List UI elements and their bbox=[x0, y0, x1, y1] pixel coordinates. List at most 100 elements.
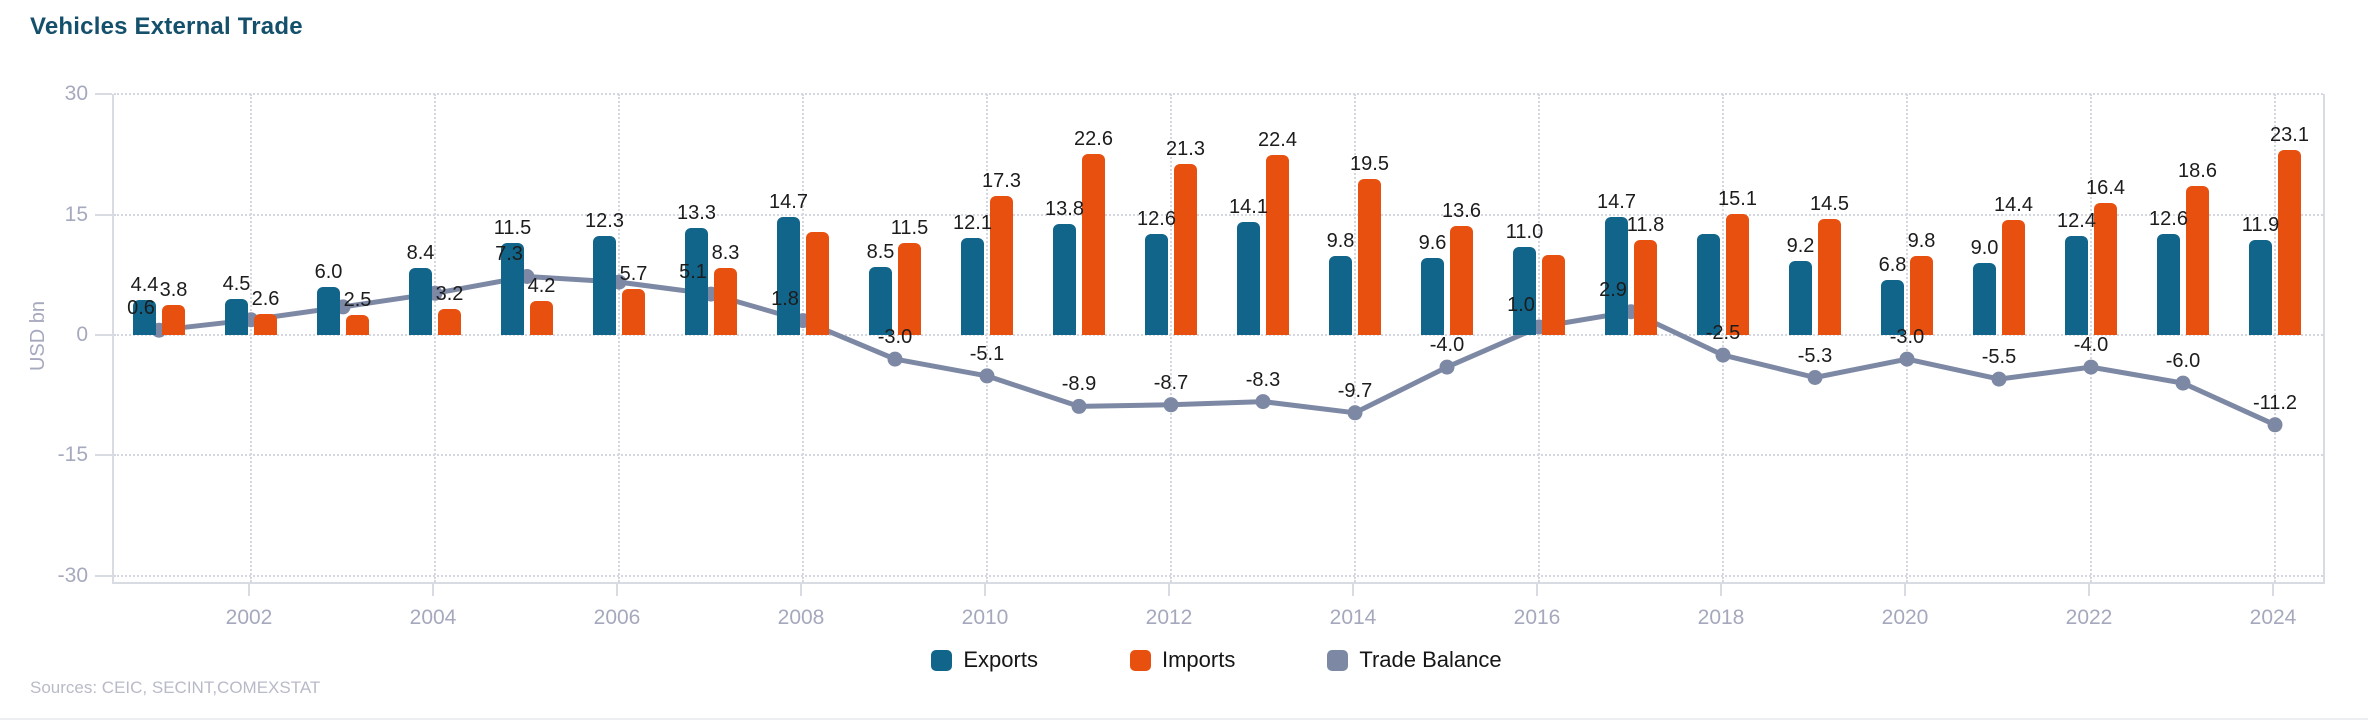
y-axis-tick bbox=[95, 334, 112, 336]
y-axis-tick bbox=[95, 213, 112, 216]
gridline-horizontal bbox=[114, 334, 2323, 336]
x-axis-tick bbox=[800, 584, 802, 596]
bar-value-label: 4.4 bbox=[130, 273, 159, 296]
imports-bar bbox=[162, 304, 185, 335]
trade-balance-marker bbox=[979, 368, 995, 384]
bar-value-label: 22.4 bbox=[1258, 129, 1297, 152]
trade-balance-marker bbox=[1347, 405, 1363, 421]
gridline-horizontal bbox=[114, 213, 2323, 216]
gridline-vertical bbox=[1170, 94, 1172, 582]
gridline-vertical bbox=[250, 94, 252, 582]
bar-value-label: 8.5 bbox=[866, 240, 895, 263]
balance-value-label: -5.3 bbox=[1797, 344, 1833, 367]
gridline-vertical bbox=[618, 94, 620, 582]
x-tick-label: 2024 bbox=[2249, 606, 2297, 629]
imports-bar bbox=[1542, 254, 1565, 335]
x-tick-label: 2004 bbox=[409, 606, 457, 629]
gridline-horizontal bbox=[114, 93, 2323, 96]
bar-value-label: 12.1 bbox=[953, 211, 992, 234]
chart-title: Vehicles External Trade bbox=[30, 13, 303, 40]
x-tick-label: 2022 bbox=[2065, 606, 2113, 629]
bar-value-label: 9.6 bbox=[1418, 232, 1447, 254]
balance-value-label: -3.0 bbox=[877, 326, 913, 349]
x-axis-tick bbox=[616, 584, 618, 596]
imports-bar bbox=[806, 231, 829, 335]
imports-bar bbox=[1910, 256, 1933, 335]
trade-balance-marker bbox=[1715, 347, 1731, 363]
bar-value-label: 14.1 bbox=[1229, 195, 1268, 218]
exports-bar bbox=[1513, 246, 1536, 335]
balance-value-label: -5.5 bbox=[1981, 346, 2017, 369]
imports-bar bbox=[1450, 225, 1473, 335]
y-tick-label: 0 bbox=[76, 323, 88, 346]
x-tick-label: 2006 bbox=[593, 606, 641, 629]
legend-label-trade-balance: Trade Balance bbox=[1359, 647, 1502, 672]
bar-value-label: 16.4 bbox=[2086, 177, 2125, 200]
bar-value-label: 9.8 bbox=[1907, 230, 1936, 253]
page-bottom-rule bbox=[0, 718, 2368, 720]
exports-bar bbox=[409, 267, 432, 335]
exports-bar bbox=[961, 237, 984, 335]
y-axis-tick bbox=[95, 93, 112, 96]
bar-value-label: 5.7 bbox=[619, 263, 648, 286]
bar-value-label: 15.1 bbox=[1718, 187, 1757, 210]
legend-swatch-imports bbox=[1129, 649, 1151, 671]
trade-balance-marker bbox=[1899, 351, 1915, 367]
imports-bar bbox=[1266, 155, 1289, 335]
x-tick-label: 2008 bbox=[777, 606, 825, 629]
bar-value-label: 6.8 bbox=[1878, 254, 1907, 277]
bar-value-label: 3.2 bbox=[435, 283, 464, 306]
bar-value-label: 12.4 bbox=[2057, 209, 2096, 232]
bar-value-label: 13.8 bbox=[1045, 198, 1084, 221]
x-tick-label: 2020 bbox=[1881, 606, 1929, 629]
imports-bar bbox=[254, 314, 277, 335]
x-axis-tick bbox=[248, 584, 250, 596]
balance-value-label: -3.0 bbox=[1889, 326, 1925, 349]
x-axis-tick bbox=[1168, 584, 1170, 596]
trade-balance-marker bbox=[2267, 417, 2283, 433]
legend-item-trade-balance[interactable]: Trade Balance bbox=[1327, 647, 1502, 673]
balance-value-label: 1.0 bbox=[1507, 293, 1535, 316]
legend-label-imports: Imports bbox=[1161, 647, 1236, 672]
gridline-horizontal bbox=[114, 574, 2323, 577]
bar-value-label: 8.3 bbox=[711, 242, 740, 265]
bar-value-label: 12.6 bbox=[1137, 207, 1176, 230]
x-tick-label: 2002 bbox=[225, 606, 273, 629]
bar-value-label: 22.6 bbox=[1074, 127, 1113, 150]
trade-balance-marker bbox=[2175, 375, 2191, 391]
bar-value-label: 14.7 bbox=[1597, 191, 1636, 214]
gridline-vertical bbox=[986, 94, 988, 582]
gridline-horizontal bbox=[114, 454, 2323, 457]
gridline-vertical bbox=[2090, 94, 2092, 582]
exports-bar bbox=[869, 266, 892, 335]
x-tick-label: 2016 bbox=[1513, 606, 1561, 629]
exports-bar bbox=[593, 236, 616, 335]
exports-bar bbox=[2065, 235, 2088, 335]
balance-value-label: 2.9 bbox=[1599, 278, 1627, 301]
bar-value-label: 8.4 bbox=[406, 241, 435, 264]
gridline-vertical bbox=[1906, 94, 1908, 582]
x-axis-tick bbox=[1352, 584, 1354, 596]
legend-item-exports[interactable]: Exports bbox=[931, 647, 1038, 673]
imports-bar bbox=[2094, 203, 2117, 335]
bar-value-label: 11.5 bbox=[890, 216, 929, 239]
balance-value-label: -11.2 bbox=[2252, 391, 2298, 414]
imports-bar bbox=[530, 301, 553, 335]
balance-value-label: -8.7 bbox=[1153, 371, 1189, 394]
bar-value-label: 4.5 bbox=[222, 272, 251, 295]
exports-bar bbox=[2249, 239, 2272, 335]
bar-value-label: 19.5 bbox=[1350, 152, 1389, 175]
legend-swatch-exports bbox=[931, 649, 953, 671]
bar-value-label: 11.5 bbox=[493, 216, 532, 239]
bar-value-label: 6.0 bbox=[314, 260, 343, 283]
x-axis-tick bbox=[1536, 584, 1538, 596]
legend-item-imports[interactable]: Imports bbox=[1129, 647, 1236, 673]
imports-bar bbox=[622, 289, 645, 335]
balance-value-label: 7.3 bbox=[495, 243, 523, 266]
balance-value-label: 1.8 bbox=[771, 287, 799, 310]
sources-note: Sources: CEIC, SECINT,COMEXSTAT bbox=[30, 678, 321, 697]
imports-bar bbox=[1726, 213, 1749, 335]
gridline-vertical bbox=[434, 94, 436, 582]
exports-bar bbox=[1789, 261, 1812, 335]
